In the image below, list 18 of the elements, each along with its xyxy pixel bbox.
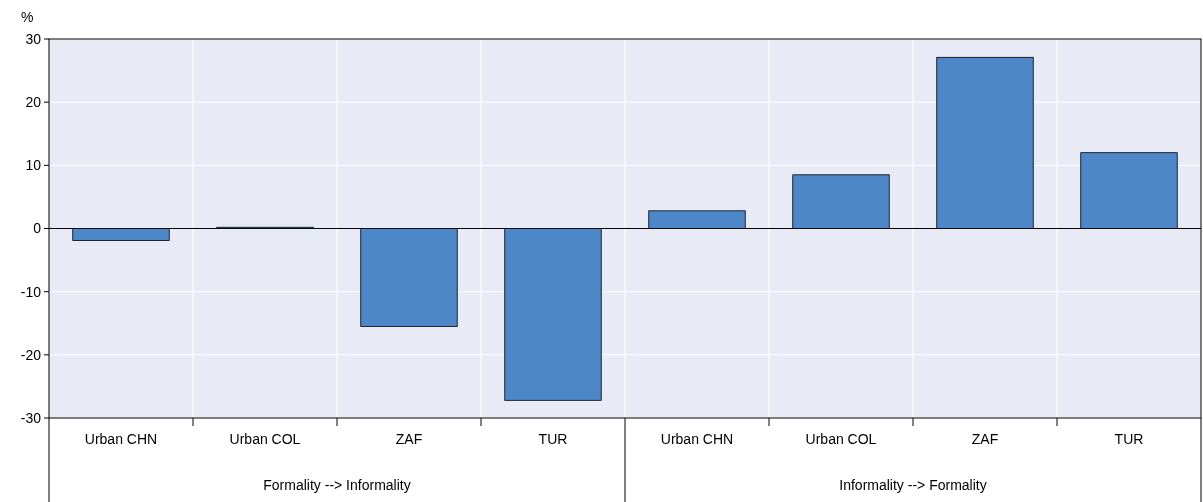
x-tick-label: Urban COL: [229, 431, 301, 447]
x-tick-label: TUR: [538, 431, 568, 447]
x-tick-label: ZAF: [971, 431, 999, 447]
text: Informality --> Formality: [839, 477, 987, 493]
x-tick-label: TUR: [1114, 431, 1144, 447]
text: Formality --> Informality: [263, 477, 411, 493]
y-tick-label: -20: [20, 346, 42, 363]
x-tick-label: Urban CHN: [84, 431, 158, 447]
y-tick-label: 0: [33, 220, 42, 237]
y-tick-label: 10: [25, 157, 42, 174]
x-tick-label: Urban CHN: [660, 431, 734, 447]
y-tick-label: -10: [20, 283, 42, 300]
y-tick-label: 20: [25, 94, 42, 111]
x-tick-label: ZAF: [395, 431, 423, 447]
x-tick-label: Urban COL: [805, 431, 877, 447]
y-tick-label: 30: [25, 30, 42, 47]
y-axis-title: %: [21, 9, 34, 25]
y-tick-label: -30: [20, 409, 42, 426]
